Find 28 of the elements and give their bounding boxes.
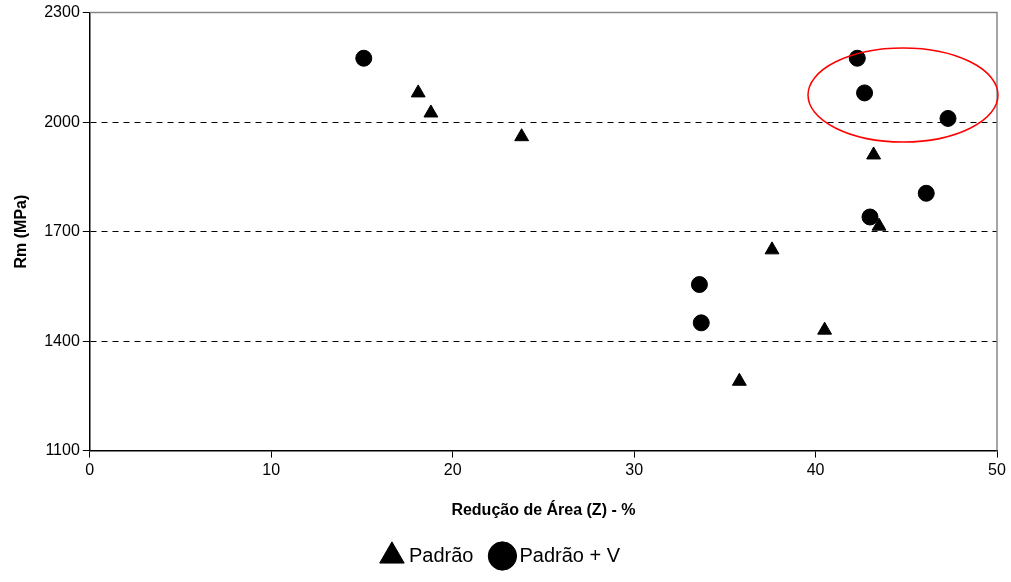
x-tick-label: 0 bbox=[85, 460, 95, 478]
point bbox=[764, 241, 780, 255]
point bbox=[514, 128, 530, 142]
x-tick-label: 50 bbox=[988, 460, 1006, 478]
x-axis-title: Redução de Área (Z) - % bbox=[451, 499, 636, 518]
point bbox=[355, 49, 373, 67]
point bbox=[917, 184, 935, 202]
y-tick-label: 1100 bbox=[45, 441, 80, 459]
point bbox=[866, 146, 882, 160]
y-tick-label: 2300 bbox=[44, 3, 80, 21]
legend-label: Padrão bbox=[408, 543, 474, 566]
x-tick-label: 30 bbox=[625, 460, 644, 478]
y-tick-label: 2000 bbox=[44, 112, 80, 130]
y-tick-label: 1700 bbox=[44, 222, 80, 240]
point bbox=[939, 109, 957, 127]
x-tick-label: 10 bbox=[262, 460, 281, 478]
point bbox=[410, 84, 426, 98]
x-tick-label: 20 bbox=[443, 460, 462, 478]
point bbox=[856, 84, 874, 102]
point bbox=[861, 208, 879, 226]
x-tick-label: 40 bbox=[806, 460, 825, 478]
y-tick-label: 1400 bbox=[44, 331, 80, 349]
y-axis-title: Rm (MPa) bbox=[12, 194, 30, 269]
point bbox=[731, 372, 747, 386]
point bbox=[817, 321, 833, 335]
legend-label: Padrão + V bbox=[519, 543, 621, 566]
point bbox=[871, 217, 887, 231]
point bbox=[423, 104, 439, 118]
